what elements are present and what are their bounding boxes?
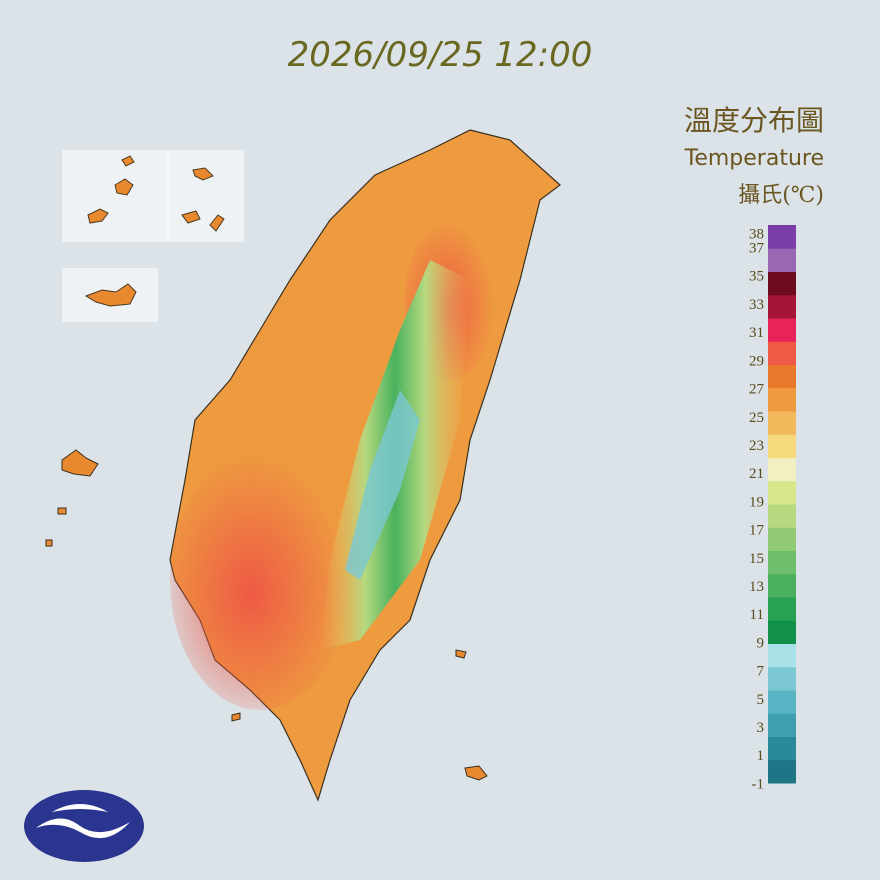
map-title: 2026/09/25 12:00 (288, 35, 593, 75)
legend-band (768, 713, 796, 737)
legend-tick-label: 33 (749, 297, 764, 313)
legend-tick-label: 3 (757, 720, 765, 736)
legend-band (768, 736, 796, 761)
logo (24, 790, 144, 862)
legend-tick-label: 15 (749, 551, 764, 567)
inset-islands (84, 155, 225, 307)
legend-tick-label: 23 (749, 438, 764, 454)
legend-tick-label: 17 (749, 523, 765, 539)
legend-band (768, 527, 796, 551)
legend-band (768, 387, 796, 412)
legend-tick-label: 7 (757, 664, 765, 680)
legend-band (768, 597, 796, 621)
legend-band (768, 480, 796, 505)
legend-tick-label: 37 (749, 241, 765, 257)
legend-tick-label: -1 (752, 776, 765, 792)
legend-band (768, 318, 796, 342)
legend-band (768, 666, 796, 691)
legend-tick-label: 21 (749, 466, 764, 482)
legend-band (768, 271, 796, 296)
legend-tick-label: 1 (757, 748, 765, 764)
legend-tick-label: 13 (749, 579, 764, 595)
legend-tick-label: 27 (749, 382, 765, 398)
legend-band (768, 457, 796, 482)
legend-band (768, 504, 796, 528)
islets (45, 449, 488, 781)
legend-band (768, 294, 796, 319)
legend-band (768, 225, 796, 249)
legend-band (768, 643, 796, 668)
legend-tick-label: 38 (749, 226, 764, 242)
logo-swirl (36, 804, 130, 839)
legend-band (768, 411, 796, 435)
legend-band (768, 620, 796, 644)
legend-unit: 攝氏(℃) (738, 183, 824, 208)
legend-tick-label: 19 (749, 494, 764, 510)
legend-band (768, 550, 796, 575)
legend-tick-label: 35 (749, 269, 764, 285)
legend-band (768, 248, 796, 272)
legend-tick-label: 5 (757, 692, 765, 708)
legend-tick-label: 31 (749, 325, 764, 341)
legend-tick-label: 9 (757, 635, 765, 651)
legend-band (768, 759, 796, 784)
legend-tick-label: 29 (749, 353, 764, 369)
legend-subtitle: Temperature (684, 146, 824, 171)
legend-title: 溫度分布圖 (684, 104, 824, 137)
legend-tick-label: 25 (749, 410, 764, 426)
legend-tick-label: 11 (750, 607, 764, 623)
legend-band (768, 341, 796, 365)
heat-zone (170, 450, 350, 710)
legend-band (768, 573, 796, 598)
legend-band (768, 434, 796, 458)
legend-band (768, 690, 796, 714)
high-peaks (345, 390, 420, 580)
legend-band (768, 364, 796, 389)
